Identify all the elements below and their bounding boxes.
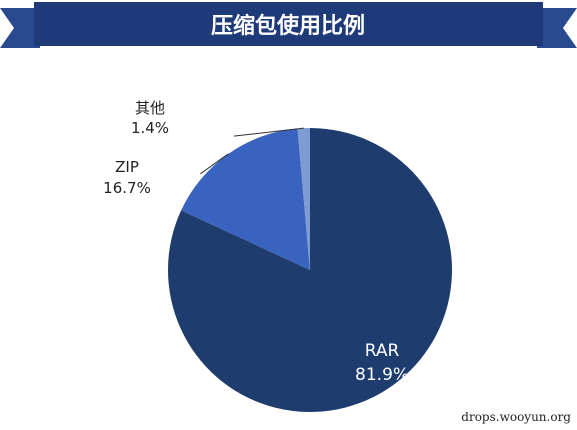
slice-label-2: 其他	[135, 99, 165, 117]
banner-ribbon-left	[0, 8, 40, 48]
slice-label-1: ZIP	[115, 158, 139, 176]
pie-slices	[168, 128, 452, 412]
slice-value-2: 1.4%	[131, 119, 169, 137]
leader-lines	[200, 127, 304, 175]
leader-line-1	[200, 153, 229, 175]
pie-slice-1	[181, 128, 310, 270]
slice-value-1: 16.7%	[103, 179, 151, 197]
title-banner: 压缩包使用比例	[0, 2, 577, 48]
watermark: drops.wooyun.org	[461, 410, 571, 424]
slice-labels: RAR 81.9% ZIP 16.7% 其他 1.4%	[103, 99, 409, 385]
slice-value-0: 81.9%	[355, 365, 409, 385]
pie-slice-2	[297, 128, 310, 270]
banner-body	[34, 2, 543, 46]
leader-line-2	[233, 127, 304, 137]
slice-label-0: RAR	[365, 341, 400, 361]
chart-title: 压缩包使用比例	[211, 13, 365, 39]
banner-ribbon-right	[537, 8, 577, 48]
